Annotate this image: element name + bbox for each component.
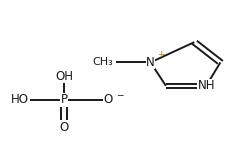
Text: CH₃: CH₃ (92, 57, 113, 67)
Text: OH: OH (55, 70, 73, 83)
Text: +: + (157, 50, 164, 59)
Text: O: O (103, 93, 113, 106)
Text: P: P (60, 93, 68, 106)
Text: NH: NH (197, 79, 215, 92)
Text: O: O (59, 121, 69, 134)
Text: N: N (146, 56, 155, 69)
Text: −: − (116, 91, 124, 100)
Text: HO: HO (11, 93, 29, 106)
